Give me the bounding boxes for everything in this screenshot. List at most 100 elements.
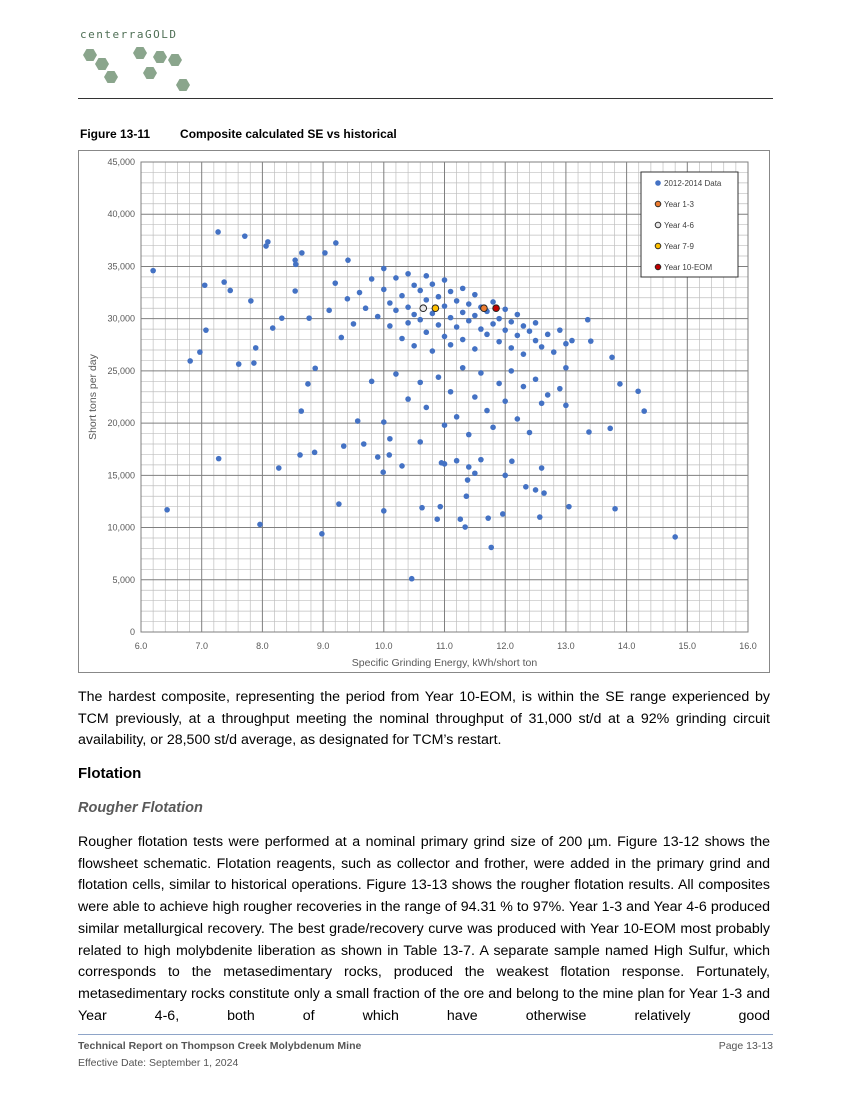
data-point — [532, 376, 539, 383]
data-point — [441, 422, 448, 429]
data-point — [538, 465, 545, 471]
data-point — [235, 361, 242, 367]
data-point — [269, 325, 276, 331]
data-point — [532, 487, 539, 493]
data-point — [197, 349, 203, 355]
data-point — [465, 301, 472, 307]
data-point — [297, 452, 303, 458]
data-point — [405, 396, 411, 402]
data-point — [523, 484, 529, 490]
footer-report: Technical Report on Thompson Creek Molyb… — [78, 1040, 362, 1052]
data-point — [496, 380, 502, 387]
data-point — [434, 516, 441, 522]
data-point — [441, 277, 448, 283]
data-point — [496, 315, 502, 322]
data-point — [227, 287, 234, 294]
data-point — [423, 297, 430, 303]
data-point — [607, 425, 614, 432]
figure-caption: Figure 13-11 Composite calculated SE vs h… — [80, 127, 427, 141]
data-point — [478, 456, 484, 463]
data-point — [557, 385, 563, 392]
data-point — [319, 531, 325, 537]
data-point — [332, 280, 339, 286]
legend-marker — [654, 263, 662, 271]
data-point — [464, 477, 471, 483]
legend-label: Year 4-6 — [664, 221, 695, 230]
data-point — [275, 465, 282, 471]
data-point — [417, 287, 424, 294]
data-point — [292, 257, 298, 263]
data-point — [502, 472, 509, 479]
data-point — [508, 345, 515, 351]
data-point — [248, 298, 254, 304]
y-tick-label: 40,000 — [107, 209, 135, 219]
legend-marker — [655, 180, 661, 186]
data-point — [459, 309, 466, 316]
data-point — [485, 515, 492, 521]
data-point — [563, 340, 569, 347]
data-point — [417, 439, 424, 445]
header-rule — [78, 98, 773, 99]
data-point — [435, 322, 442, 328]
x-tick-label: 12.0 — [496, 641, 514, 651]
data-point — [508, 319, 515, 325]
y-tick-label: 10,000 — [107, 523, 135, 533]
data-point — [532, 320, 539, 326]
figure-label: Figure 13-11 — [80, 127, 151, 141]
data-point — [447, 314, 454, 321]
data-point — [368, 378, 375, 385]
data-point — [405, 320, 411, 326]
data-point — [465, 464, 472, 470]
data-point — [374, 313, 381, 320]
data-point — [419, 504, 425, 511]
figure-title: Composite calculated SE vs historical — [180, 127, 397, 141]
data-point — [557, 327, 563, 333]
data-point — [387, 300, 393, 306]
data-point — [478, 370, 484, 376]
legend-marker — [654, 221, 662, 229]
data-point — [423, 273, 430, 279]
data-point — [563, 402, 569, 409]
legend: 2012-2014 Data Year 1-3 Year 4-6 Year 7-9 Ye… — [640, 171, 739, 278]
data-point — [490, 299, 496, 305]
data-point — [453, 298, 460, 304]
data-point — [405, 270, 411, 277]
data-point — [566, 503, 572, 510]
data-point — [508, 368, 515, 374]
data-point — [472, 470, 478, 477]
data-point — [465, 317, 472, 324]
footer-date: Effective Date: September 1, 2024 — [78, 1057, 239, 1069]
data-point — [381, 508, 387, 514]
data-point — [459, 336, 466, 343]
data-point — [459, 285, 466, 292]
x-tick-label: 14.0 — [618, 641, 636, 651]
data-point — [257, 521, 263, 528]
data-point — [435, 293, 442, 300]
x-tick-label: 8.0 — [256, 641, 269, 651]
logo-hexagons — [83, 47, 190, 91]
data-point — [150, 267, 156, 274]
data-point — [502, 398, 509, 404]
data-point — [447, 341, 454, 348]
data-point — [187, 358, 193, 364]
data-point — [463, 493, 470, 500]
data-point — [263, 243, 269, 249]
data-point — [292, 288, 298, 294]
data-point — [362, 305, 369, 312]
data-point — [399, 335, 405, 342]
data-point — [544, 392, 551, 398]
data-point — [536, 514, 543, 520]
data-point — [306, 315, 312, 321]
data-point — [423, 329, 430, 336]
data-point — [429, 310, 436, 317]
y-axis-label: Short tons per day — [87, 353, 99, 440]
data-point — [360, 441, 367, 447]
legend-label: 2012-2014 Data — [664, 179, 722, 188]
data-point — [441, 461, 448, 467]
data-point — [429, 281, 436, 287]
data-point — [459, 364, 466, 371]
data-point — [472, 291, 478, 298]
footer-rule — [78, 1034, 773, 1035]
data-point — [423, 404, 430, 411]
